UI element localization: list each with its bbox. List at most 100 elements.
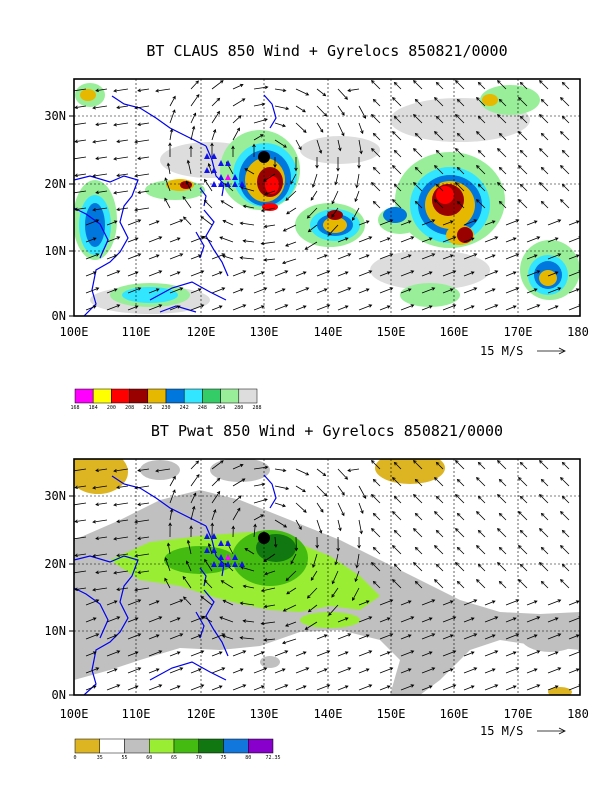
wind-vector-arrow [148, 270, 163, 277]
pwat-map-panel: BT Pwat 850 Wind + Gyrelocs 850821/0000 [44, 422, 589, 761]
wind-vector-arrow [456, 132, 465, 141]
gyre-location-marker [204, 533, 210, 539]
wind-vector-arrow [106, 684, 121, 691]
wind-vector-arrow [274, 288, 286, 294]
wind-vector-arrow [316, 502, 324, 513]
wind-vector-arrow [393, 81, 402, 90]
wind-vector-arrow [435, 461, 444, 470]
wind-vector-arrow [336, 536, 340, 552]
wind-vector-arrow [497, 562, 507, 572]
wind-vector-arrow [371, 528, 381, 538]
wind-vector-arrow [307, 604, 318, 613]
wind-vector-arrow [253, 685, 265, 691]
wind-vector-arrow [92, 485, 108, 490]
wind-vector-arrow [116, 587, 129, 592]
wind-vector-arrow [92, 587, 108, 592]
wind-vector-arrow [113, 122, 129, 127]
wind-vector-arrow [231, 145, 235, 157]
wind-vector-arrow [148, 288, 160, 294]
gyre-location-marker [204, 167, 210, 173]
wind-vector-arrow [334, 173, 339, 186]
gyre-location-marker [225, 160, 231, 166]
wind-vector-arrow [526, 236, 541, 243]
wind-vector-arrow [379, 219, 394, 226]
wind-vector-arrow [505, 651, 517, 657]
wind-vector-arrow [137, 190, 150, 195]
wind-vector-arrow [561, 115, 570, 124]
wind-vector-arrow [203, 579, 213, 589]
wind-vector-arrow [316, 122, 324, 133]
wind-vector-arrow [505, 287, 520, 294]
claus-lat-30n: 30N [44, 109, 66, 123]
wind-vector-arrow [295, 122, 307, 133]
wind-vector-arrow [456, 546, 465, 555]
wind-vector-arrow [232, 463, 244, 470]
wind-vector-arrow [455, 562, 465, 572]
wind-vector-arrow [211, 128, 217, 141]
wind-vector-arrow [127, 237, 139, 243]
wind-vector-arrow [186, 159, 192, 175]
wind-vector-arrow [337, 685, 349, 691]
wind-vector-arrow [182, 196, 192, 209]
wind-vector-arrow [169, 95, 176, 107]
wind-vector-arrow [137, 502, 150, 507]
wind-vector-arrow [561, 149, 570, 158]
pwat-colorbar: 0 35 55 60 65 70 75 80 72.35 [73, 738, 281, 761]
wind-vector-arrow [560, 511, 570, 521]
wind-vector-arrow [568, 600, 580, 606]
wind-vector-arrow [526, 616, 541, 623]
pwat-reference-vector: 15 M/S [480, 724, 566, 738]
wind-vector-arrow [539, 528, 549, 538]
wind-vector-arrow [106, 304, 121, 311]
wind-vector-arrow [560, 97, 570, 107]
wind-vector-arrow [400, 220, 412, 226]
wind-vector-arrow [372, 546, 381, 555]
wind-vector-arrow [337, 237, 349, 243]
wind-vector-arrow [434, 511, 444, 521]
wind-vector-arrow [518, 545, 528, 555]
wind-vector-arrow [455, 494, 465, 504]
wind-vector-arrow [113, 468, 129, 473]
wind-vector-arrow [560, 579, 570, 589]
wind-vector-arrow [282, 638, 297, 645]
wind-vector-arrow [74, 173, 87, 178]
wind-vector-arrow [169, 508, 174, 521]
wind-vector-arrow [155, 88, 171, 93]
wind-vector-arrow [232, 507, 241, 521]
wind-vector-arrow [435, 495, 444, 504]
wind-vector-arrow [476, 165, 486, 175]
claus-colorbar-label: 208 [125, 405, 134, 411]
wind-vector-arrow [476, 199, 486, 209]
wind-vector-arrow [505, 667, 520, 674]
wind-vector-arrow [498, 98, 507, 107]
wind-vector-arrow [539, 80, 549, 90]
wind-vector-arrow [435, 149, 444, 158]
wind-vector-arrow [95, 468, 108, 473]
wind-vector-arrow [519, 563, 528, 572]
wind-vector-arrow [290, 553, 297, 565]
wind-vector-arrow [95, 536, 108, 541]
wind-vector-arrow [273, 157, 277, 168]
wind-vector-arrow [106, 270, 121, 277]
wind-vector-arrow [379, 305, 391, 311]
wind-vector-arrow [211, 97, 221, 107]
wind-vector-arrow [497, 80, 507, 90]
wind-vector-arrow [201, 615, 213, 623]
wind-vector-arrow [526, 254, 538, 260]
claus-colorbar-label: 264 [216, 405, 225, 411]
wind-vector-arrow [568, 254, 580, 260]
pwat-colorbar-swatch [124, 738, 150, 754]
wind-vector-arrow [166, 542, 171, 555]
wind-vector-arrow [463, 599, 478, 606]
wind-vector-arrow [358, 616, 373, 623]
wind-vector-arrow [379, 617, 391, 623]
wind-vector-arrow [295, 305, 307, 311]
wind-vector-arrow [414, 512, 423, 521]
wind-vector-arrow [400, 288, 412, 294]
claus-colorbar-label: 288 [252, 405, 261, 411]
wind-vector-arrow [561, 461, 570, 470]
wind-vector-arrow [274, 650, 289, 657]
wind-vector-arrow [95, 122, 108, 127]
gyre-location-marker [232, 181, 238, 187]
wind-vector-arrow [434, 545, 444, 555]
